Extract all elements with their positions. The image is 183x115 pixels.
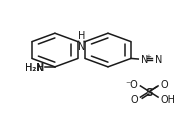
Text: O: O	[160, 80, 168, 89]
Text: +: +	[145, 54, 151, 60]
Text: S: S	[145, 87, 153, 97]
Text: H₂N: H₂N	[25, 62, 44, 72]
Text: OH: OH	[160, 94, 175, 104]
Text: N: N	[141, 55, 148, 65]
Text: O: O	[131, 94, 138, 104]
Text: ⁻O: ⁻O	[126, 80, 138, 89]
Text: H₂N: H₂N	[25, 62, 44, 72]
Text: N: N	[155, 55, 162, 65]
Text: H: H	[78, 31, 85, 40]
Text: N: N	[78, 42, 85, 52]
Text: H: H	[37, 62, 44, 72]
